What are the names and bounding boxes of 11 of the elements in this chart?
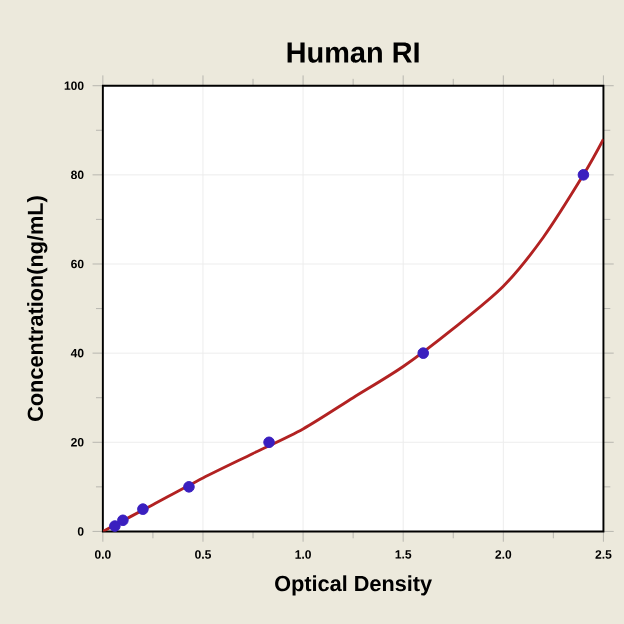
- point: [577, 169, 590, 181]
- point: [109, 520, 121, 532]
- point: [117, 514, 129, 527]
- chart-title: Human RI: [287, 42, 419, 63]
- line-series: [102, 137, 604, 532]
- y-axis-title: Concentration(ng/mL): [27, 196, 48, 421]
- x-axis-title: Optical Density: [275, 575, 432, 596]
- point: [183, 481, 195, 493]
- point: [263, 436, 275, 449]
- point: [137, 503, 149, 515]
- point: [417, 347, 430, 359]
